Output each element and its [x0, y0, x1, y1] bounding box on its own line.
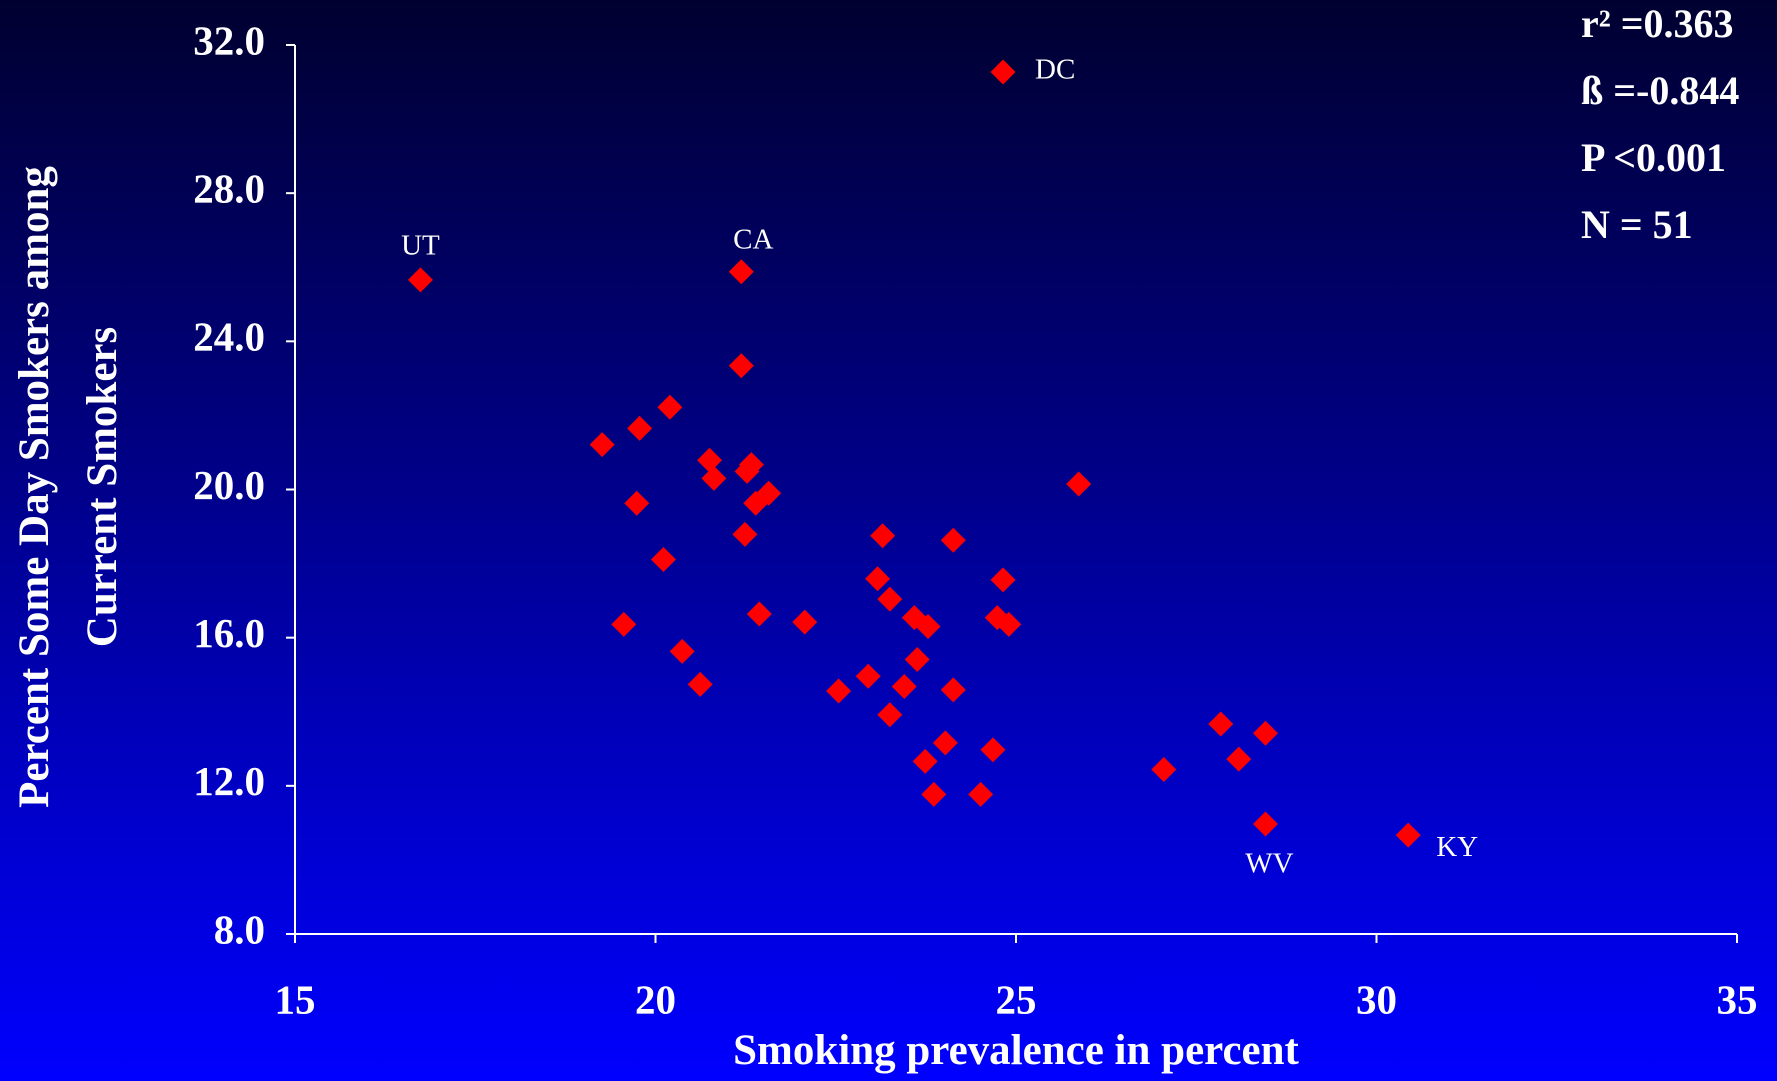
- y-tick-label: 8.0: [214, 906, 265, 952]
- point: [1066, 471, 1092, 497]
- y-tick-label: 16.0: [193, 610, 265, 656]
- point: [968, 781, 994, 807]
- point-label: WV: [1245, 848, 1293, 880]
- point: [891, 674, 917, 700]
- point: [1208, 711, 1234, 737]
- point: [1226, 746, 1252, 772]
- y-axis-title: Current Smokers: [79, 327, 126, 647]
- stat-annotation: ß =-0.844: [1581, 68, 1739, 113]
- point: [732, 521, 758, 547]
- point: [912, 748, 938, 774]
- point: [611, 611, 637, 637]
- point: [940, 677, 966, 703]
- point: [877, 586, 903, 612]
- point: [1252, 720, 1278, 746]
- point: [996, 611, 1022, 637]
- x-axis-title: Smoking prevalence in percent: [733, 1027, 1299, 1074]
- point: [792, 609, 818, 635]
- point: [990, 59, 1016, 85]
- stat-annotation: N = 51: [1581, 202, 1693, 247]
- point: [1395, 822, 1421, 848]
- point: [877, 702, 903, 728]
- point: [932, 730, 958, 756]
- point: [990, 567, 1016, 593]
- point: [743, 490, 769, 516]
- y-tick-label: 12.0: [193, 758, 265, 804]
- stat-annotation: P <0.001: [1581, 135, 1726, 180]
- point: [980, 737, 1006, 763]
- x-tick-label: 25: [996, 976, 1037, 1022]
- stat-annotation: r² =0.363: [1581, 1, 1734, 46]
- point: [627, 415, 653, 441]
- point: [870, 523, 896, 549]
- point: [855, 663, 881, 689]
- point: [1252, 811, 1278, 837]
- x-tick-label: 15: [275, 976, 316, 1022]
- point: [657, 394, 683, 420]
- point: [746, 601, 772, 627]
- point: [669, 638, 695, 664]
- point: [1151, 757, 1177, 783]
- point: [865, 566, 891, 592]
- x-tick-label: 30: [1356, 976, 1397, 1022]
- point: [921, 781, 947, 807]
- point: [904, 647, 930, 673]
- point: [728, 353, 754, 379]
- point: [624, 490, 650, 516]
- point-label: UT: [401, 230, 440, 262]
- y-tick-label: 24.0: [193, 314, 265, 360]
- point: [915, 614, 941, 640]
- point: [940, 527, 966, 553]
- y-axis-title: Percent Some Day Smokers among: [11, 166, 58, 808]
- point: [407, 267, 433, 293]
- y-tick-label: 28.0: [193, 166, 265, 212]
- point: [728, 259, 754, 285]
- point: [650, 547, 676, 573]
- point: [701, 465, 727, 491]
- x-tick-label: 35: [1717, 976, 1758, 1022]
- x-tick-label: 20: [635, 976, 676, 1022]
- point: [697, 447, 723, 473]
- point: [826, 678, 852, 704]
- point-label: DC: [1035, 54, 1075, 86]
- point-label: KY: [1436, 831, 1478, 863]
- y-tick-label: 32.0: [193, 17, 265, 63]
- point: [734, 458, 760, 484]
- point: [589, 432, 615, 458]
- point: [687, 671, 713, 697]
- point-label: CA: [733, 223, 773, 255]
- y-tick-label: 20.0: [193, 462, 265, 508]
